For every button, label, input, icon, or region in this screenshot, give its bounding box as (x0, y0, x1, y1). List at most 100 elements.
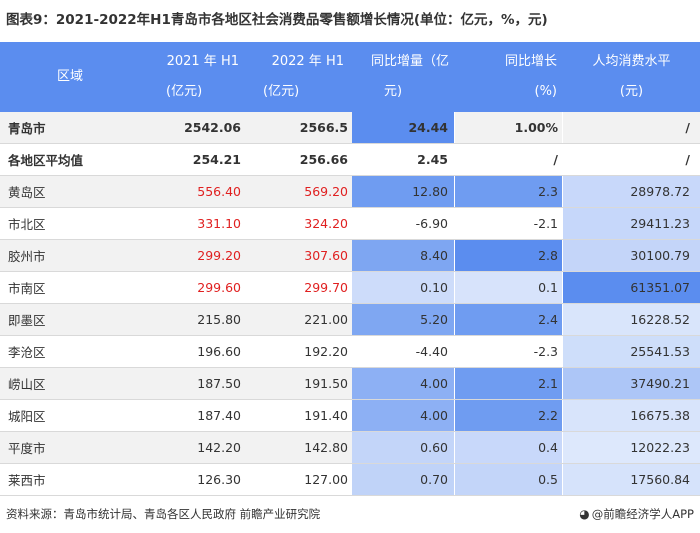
header-2022-h1-line1: 2022 年 H1 (271, 54, 344, 69)
cell-region: 李沧区 (8, 345, 46, 360)
cell-growth: 0.4 (455, 432, 563, 463)
qianzhan-logo-icon: ◕ (579, 507, 590, 521)
header-increase-line2: 元) (384, 84, 403, 99)
header-2022-h1: 2022 年 H1 (亿元) (245, 42, 352, 112)
cell-increase: -4.40 (352, 336, 455, 367)
cell-2021-h1: 215.80 (197, 312, 241, 327)
table-header: 区域 2021 年 H1 (亿元) 2022 年 H1 (亿元) 同比增量（亿 … (0, 42, 700, 112)
cell-2022-h1: 127.00 (304, 472, 348, 487)
cell-growth: 2.8 (455, 240, 563, 271)
cell-region: 黄岛区 (8, 185, 46, 200)
cell-increase: 2.45 (352, 144, 455, 175)
table-row: 市南区 299.60 299.70 0.10 0.1 61351.07 (0, 272, 700, 304)
header-per-capita-line2: (元) (619, 84, 644, 99)
cell-per-capita: 16228.52 (563, 304, 700, 335)
header-per-capita: 人均消费水平 (元) (563, 42, 700, 112)
cell-2021-h1: 254.21 (192, 152, 241, 167)
cell-growth: 2.4 (455, 304, 563, 335)
cell-2022-h1: 221.00 (304, 312, 348, 327)
cell-2022-h1: 256.66 (299, 152, 348, 167)
header-per-capita-line1: 人均消费水平 (592, 54, 671, 69)
cell-increase: 4.00 (352, 400, 455, 431)
cell-increase: 12.80 (352, 176, 455, 207)
table-title: 图表9：2021-2022年H1青岛市各地区社会消费品零售额增长情况(单位：亿元… (6, 12, 548, 28)
source-note: 资料来源：青岛市统计局、青岛各区人民政府 前瞻产业研究院 (6, 507, 321, 521)
header-2021-h1-line1: 2021 年 H1 (166, 54, 239, 69)
cell-growth: 2.1 (455, 368, 563, 399)
cell-per-capita: 29411.23 (563, 208, 700, 239)
header-region: 区域 (0, 42, 140, 112)
header-2021-h1: 2021 年 H1 (亿元) (140, 42, 245, 112)
cell-per-capita: / (685, 152, 690, 167)
brand-credit-text: @前瞻经济学人APP (591, 507, 694, 521)
data-table: 区域 2021 年 H1 (亿元) 2022 年 H1 (亿元) 同比增量（亿 … (0, 42, 700, 501)
cell-per-capita: 61351.07 (563, 272, 700, 303)
cell-region: 莱西市 (8, 473, 46, 488)
cell-2022-h1: 569.20 (304, 184, 348, 199)
cell-per-capita: 37490.21 (563, 368, 700, 399)
header-growth: 同比增长 (%) (455, 42, 563, 112)
cell-increase: 0.70 (352, 464, 455, 495)
cell-region: 各地区平均值 (8, 153, 84, 168)
header-region-label: 区域 (56, 69, 83, 84)
cell-2021-h1: 299.20 (197, 248, 241, 263)
cell-growth: -2.3 (455, 336, 563, 367)
cell-per-capita: 30100.79 (563, 240, 700, 271)
cell-growth: 1.00% (455, 112, 563, 143)
table-row: 市北区 331.10 324.20 -6.90 -2.1 29411.23 (0, 208, 700, 240)
cell-growth: -2.1 (455, 208, 563, 239)
cell-per-capita: 28978.72 (563, 176, 700, 207)
cell-growth: 2.3 (455, 176, 563, 207)
cell-2022-h1: 299.70 (304, 280, 348, 295)
cell-increase: 5.20 (352, 304, 455, 335)
cell-per-capita: 17560.84 (563, 464, 700, 495)
cell-region: 平度市 (8, 441, 46, 456)
cell-2022-h1: 192.20 (304, 344, 348, 359)
cell-growth: / (455, 144, 563, 175)
cell-increase: 4.00 (352, 368, 455, 399)
header-growth-line1: 同比增长 (504, 54, 557, 69)
table-row: 平度市 142.20 142.80 0.60 0.4 12022.23 (0, 432, 700, 464)
cell-per-capita: / (685, 120, 690, 135)
cell-2022-h1: 2566.5 (299, 120, 348, 135)
table-row: 胶州市 299.20 307.60 8.40 2.8 30100.79 (0, 240, 700, 272)
cell-2021-h1: 187.50 (197, 376, 241, 391)
cell-increase: 0.10 (352, 272, 455, 303)
cell-2022-h1: 191.40 (304, 408, 348, 423)
header-growth-line2: (%) (534, 84, 558, 99)
cell-per-capita: 16675.38 (563, 400, 700, 431)
table-row: 李沧区 196.60 192.20 -4.40 -2.3 25541.53 (0, 336, 700, 368)
table-row: 莱西市 126.30 127.00 0.70 0.5 17560.84 (0, 464, 700, 496)
cell-2021-h1: 196.60 (197, 344, 241, 359)
table-row: 即墨区 215.80 221.00 5.20 2.4 16228.52 (0, 304, 700, 336)
cell-2022-h1: 324.20 (304, 216, 348, 231)
cell-increase: 24.44 (352, 112, 455, 143)
table-row: 各地区平均值 254.21 256.66 2.45// (0, 144, 700, 176)
table-row: 城阳区 187.40 191.40 4.00 2.2 16675.38 (0, 400, 700, 432)
cell-2021-h1: 556.40 (197, 184, 241, 199)
table-body: 青岛市 2542.06 2566.5 24.44 1.00% / 各地区平均值 254.21 2… (0, 112, 700, 496)
cell-increase: 0.60 (352, 432, 455, 463)
header-increase-line1: 同比增量（亿 (370, 54, 449, 69)
cell-increase: 8.40 (352, 240, 455, 271)
table-row: 黄岛区 556.40 569.20 12.80 2.3 28978.72 (0, 176, 700, 208)
cell-2021-h1: 299.60 (197, 280, 241, 295)
header-2022-h1-line2: (亿元) (263, 84, 300, 99)
cell-2022-h1: 191.50 (304, 376, 348, 391)
cell-region: 城阳区 (8, 409, 46, 424)
table-row: 崂山区 187.50 191.50 4.00 2.1 37490.21 (0, 368, 700, 400)
cell-region: 胶州市 (8, 249, 46, 264)
cell-2021-h1: 2542.06 (184, 120, 241, 135)
cell-2022-h1: 307.60 (304, 248, 348, 263)
cell-2021-h1: 331.10 (197, 216, 241, 231)
cell-increase: -6.90 (352, 208, 455, 239)
brand-credit: ◕ @前瞻经济学人APP (579, 506, 694, 522)
cell-2021-h1: 126.30 (197, 472, 241, 487)
header-2021-h1-line2: (亿元) (166, 84, 203, 99)
cell-per-capita: 12022.23 (563, 432, 700, 463)
cell-2021-h1: 142.20 (197, 440, 241, 455)
cell-region: 崂山区 (8, 377, 46, 392)
cell-region: 市南区 (8, 281, 46, 296)
cell-2021-h1: 187.40 (197, 408, 241, 423)
cell-region: 市北区 (8, 217, 46, 232)
